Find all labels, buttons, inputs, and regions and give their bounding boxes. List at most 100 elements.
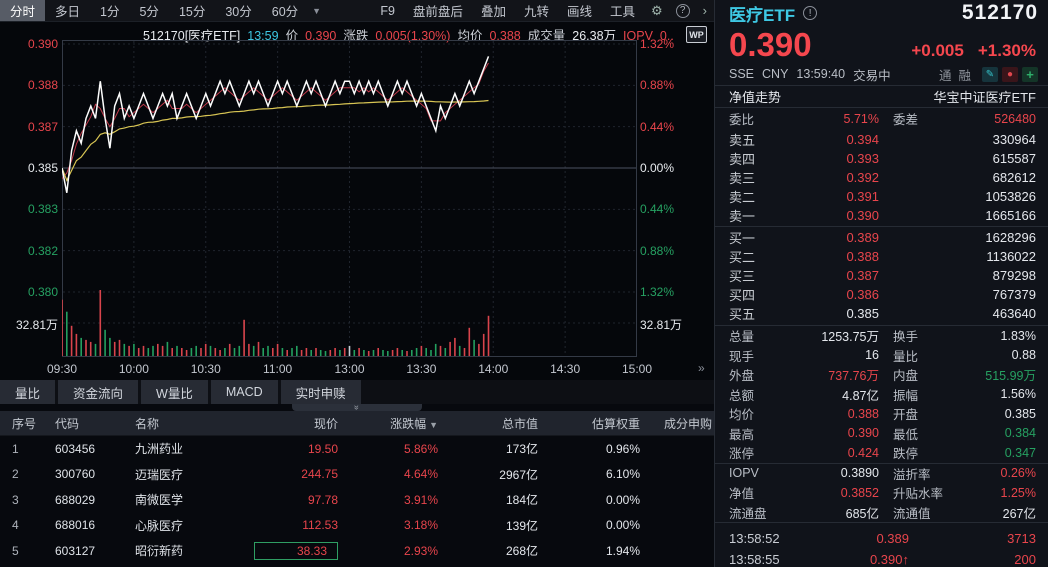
intraday-chart-zone[interactable]: 512170[医疗ETF] 13:59 价 0.390 涨跌 0.005(1.30%) 均价…: [0, 22, 714, 380]
stat-value: 0.388: [847, 406, 879, 421]
bid-volume: 463640: [992, 306, 1036, 321]
nav-row[interactable]: 净值走势 华宝中证医疗ETF: [715, 85, 1048, 108]
help-icon[interactable]: ?: [675, 3, 690, 18]
toolbar-action-盘前盘后[interactable]: 盘前盘后: [412, 5, 463, 19]
panel-expand-icon[interactable]: »: [698, 361, 705, 375]
order-book: 卖五 0.394 330964 卖四 0.393 615587 卖三 0.392 682612 卖…: [715, 129, 1048, 326]
left-region: 分时 多日 1分 5分 15分 30分 60分 ▼ F9 盘前盘后 叠加 九转 画线 工具 ⚙? › 5121…: [0, 0, 714, 564]
period-tab-1分[interactable]: 1分: [100, 5, 120, 19]
period-dropdown-caret-icon[interactable]: ▼: [312, 5, 322, 16]
settings-gear-icon[interactable]: ⚙: [651, 2, 663, 18]
ask-price: 0.392: [846, 170, 879, 185]
table-row[interactable]: 3 688029 南微医学 97.78 3.91% 184亿 0.00%: [0, 487, 714, 513]
chart-header-field: 均价: [457, 29, 483, 43]
stat-value: 1.83%: [1000, 328, 1036, 343]
ask-row[interactable]: 卖一 0.390 1665166: [715, 206, 1048, 225]
selected-price-cell[interactable]: 38.33: [254, 541, 338, 560]
table-row[interactable]: 2 300760 迈瑞医疗 244.75 4.64% 2967亿 6.10%: [0, 462, 714, 488]
exchange-label: SSE: [729, 67, 755, 81]
stat-label: 涨停: [729, 447, 755, 462]
toolbar-action-九转[interactable]: 九转: [523, 5, 549, 19]
period-tab-30分[interactable]: 30分: [225, 5, 252, 19]
stat-value: 0.3852: [840, 485, 879, 500]
bid-row[interactable]: 买一 0.389 1628296: [715, 228, 1048, 247]
toolbar-right-group: F9 盘前盘后 叠加 九转 画线 工具 ⚙? ›: [371, 0, 714, 21]
bid-row[interactable]: 买五 0.385 463640: [715, 304, 1048, 323]
table-header-总市值[interactable]: 总市值: [501, 416, 538, 431]
stat-row: 涨停 0.424 跌停 0.347: [715, 443, 1048, 463]
price-axis-label: 0.390: [27, 37, 58, 51]
table-header-代码[interactable]: 代码: [55, 416, 80, 431]
stat-label: 最高: [729, 427, 755, 442]
sort-caret-icon[interactable]: ▼: [429, 419, 438, 430]
indicator-tab-资金流向[interactable]: 资金流向: [58, 380, 139, 404]
bid-label: 买一: [729, 231, 756, 246]
table-header-现价[interactable]: 现价: [313, 416, 338, 431]
cell-price: 97.78: [307, 492, 338, 507]
table-header-成分申购[interactable]: 成分申购: [663, 416, 712, 431]
indicator-tab-MACD[interactable]: MACD: [210, 380, 278, 404]
cell-market-cap: 268亿: [505, 544, 538, 559]
cell-change-percent: 2.93%: [403, 543, 438, 558]
market-status-row: SSE CNY 13:59:40 交易中 通融 ✎ ● +: [715, 63, 1048, 85]
volume-axis-label-left: 32.81万: [15, 318, 58, 332]
stat-label: IOPV: [729, 466, 759, 481]
bid-row[interactable]: 买三 0.387 879298: [715, 266, 1048, 285]
stats-iopv: IOPV 0.3890 溢折率 0.26% 净值 0.3852 升贴水率 1.25% 流通盘 68…: [715, 462, 1048, 523]
stat-row: 现手 16 量比 0.88: [715, 346, 1048, 366]
table-row[interactable]: 5 603127 昭衍新药 38.33 2.93% 268亿 1.94%: [0, 538, 714, 564]
table-row[interactable]: 4 688016 心脉医疗 112.53 3.18% 139亿 0.00%: [0, 513, 714, 539]
minute-chart-plot[interactable]: [62, 40, 637, 362]
stat-label: 内盘: [893, 369, 919, 384]
ask-row[interactable]: 卖五 0.394 330964: [715, 130, 1048, 149]
cell-seq: 4: [12, 518, 19, 533]
edit-pencil-icon[interactable]: ✎: [982, 66, 998, 82]
percent-axis-label: 0.88%: [640, 78, 675, 92]
stat-label: 跌停: [893, 447, 919, 462]
indicator-tab-实时申赎[interactable]: 实时申赎: [280, 380, 361, 404]
toolbar-expand-icon[interactable]: ›: [702, 3, 707, 18]
chart-header-field: 0..: [659, 29, 674, 43]
period-tab-60分[interactable]: 60分: [271, 5, 299, 19]
wp-badge[interactable]: WP: [686, 26, 707, 43]
ask-row[interactable]: 卖四 0.393 615587: [715, 149, 1048, 168]
bid-row[interactable]: 买二 0.388 1136022: [715, 247, 1048, 266]
indicator-tab-W量比[interactable]: W量比: [141, 380, 208, 404]
period-tab-多日[interactable]: 多日: [55, 5, 81, 19]
toolbar-action-叠加[interactable]: 叠加: [480, 5, 506, 19]
table-row[interactable]: 1 603456 九洲药业 19.50 5.86% 173亿 0.96%: [0, 436, 714, 462]
cell-price: 19.50: [307, 441, 338, 456]
ask-volume: 615587: [992, 151, 1036, 166]
period-tab-15分[interactable]: 15分: [178, 5, 206, 19]
alert-icon[interactable]: ●: [1002, 66, 1018, 82]
table-header-名称[interactable]: 名称: [135, 416, 160, 431]
cell-seq: 3: [12, 492, 19, 507]
ask-row[interactable]: 卖二 0.391 1053826: [715, 187, 1048, 206]
ask-price: 0.393: [846, 151, 879, 166]
table-header-估算权重[interactable]: 估算权重: [591, 416, 640, 431]
percent-axis-label: 0.00%: [640, 161, 675, 175]
trading-status: 交易中: [853, 68, 891, 83]
cell-name: 昭衍新药: [135, 544, 184, 559]
time-axis-label: 11:00: [263, 362, 293, 376]
collapse-handle[interactable]: »: [292, 404, 422, 411]
period-tab-分时[interactable]: 分时: [0, 0, 46, 21]
add-watchlist-icon[interactable]: +: [1022, 66, 1038, 82]
tick-time: 13:58:52: [729, 531, 780, 546]
table-header-涨跌幅[interactable]: 涨跌幅 ▼: [390, 416, 438, 431]
bid-row[interactable]: 买四 0.386 767379: [715, 285, 1048, 304]
stat-row: 总量 1253.75万 换手 1.83%: [715, 326, 1048, 346]
toolbar-action-画线[interactable]: 画线: [566, 5, 592, 19]
time-axis-label: 14:00: [478, 362, 509, 376]
period-tab-5分[interactable]: 5分: [139, 5, 159, 19]
toolbar-action-工具[interactable]: 工具: [609, 5, 635, 19]
chart-header-field: 涨跌: [343, 29, 369, 43]
cell-seq: 1: [12, 441, 19, 456]
time-axis-label: 14:30: [550, 362, 581, 376]
info-icon[interactable]: !: [803, 6, 818, 20]
toolbar-action-F9[interactable]: F9: [380, 3, 395, 18]
indicator-tab-量比[interactable]: 量比: [0, 380, 56, 404]
table-header-序号[interactable]: 序号: [12, 416, 37, 431]
ask-row[interactable]: 卖三 0.392 682612: [715, 168, 1048, 187]
committee-row: 委比 5.71% 委差 526480: [715, 108, 1048, 129]
